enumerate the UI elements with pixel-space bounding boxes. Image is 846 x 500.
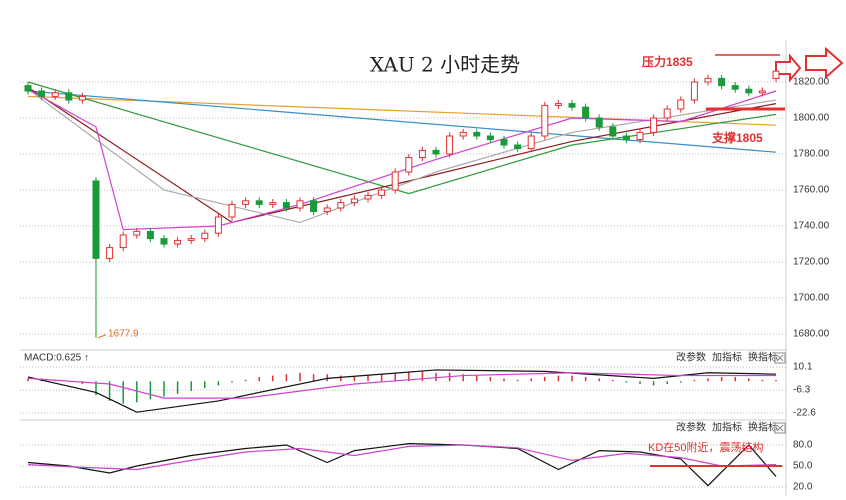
y-tick-label: 1820.00: [793, 77, 830, 88]
y-tick-label: 1740.00: [793, 221, 830, 232]
close-icon: [776, 424, 784, 432]
candle-body: [745, 88, 753, 94]
candle-body: [405, 157, 413, 173]
candle-body: [269, 202, 277, 205]
candle-body: [568, 103, 576, 108]
annotation-label: KD在50附近，震荡结构: [648, 440, 764, 454]
candle-body: [704, 77, 712, 83]
indicator-line: [27, 86, 777, 224]
candle-body: [554, 103, 562, 106]
candle-body: [350, 198, 358, 204]
candle-body: [500, 139, 508, 146]
candle-body: [718, 77, 726, 87]
menu-button[interactable]: 换指标: [748, 351, 778, 364]
candle-body: [582, 106, 590, 119]
candle-body: [473, 131, 481, 137]
candle-body: [364, 194, 372, 200]
y-tick-label: -6.3: [793, 385, 811, 396]
y-tick-label: 10.1: [793, 362, 813, 373]
candle-body: [609, 126, 617, 137]
candle-body: [51, 92, 59, 97]
candle-body: [758, 90, 766, 94]
candle-body: [242, 200, 250, 205]
candle-body: [119, 234, 127, 249]
candle-body: [622, 135, 630, 141]
candle-body: [146, 230, 154, 240]
y-tick-label: 50.0: [793, 461, 813, 472]
menu-button[interactable]: 加指标: [712, 351, 742, 364]
close-button[interactable]: [774, 422, 786, 434]
menu-button[interactable]: 改参数: [676, 421, 706, 434]
annotation-label: 压力1835: [642, 54, 693, 69]
candle-body: [92, 180, 100, 259]
y-tick-label: 1800.00: [793, 113, 830, 124]
low-label: 1677.9: [108, 328, 139, 339]
candle-body: [282, 202, 290, 209]
candle-body: [323, 207, 331, 213]
candle-body: [106, 247, 114, 259]
candle-body: [337, 202, 345, 209]
arrow-icon: [805, 46, 844, 80]
candle-body: [459, 131, 467, 137]
candle-body: [446, 135, 454, 155]
candle-body: [255, 200, 263, 205]
candle-body: [418, 149, 426, 159]
candle-body: [677, 99, 685, 110]
y-tick-label: 1700.00: [793, 293, 830, 304]
candle-body: [527, 135, 535, 150]
candle-body: [541, 104, 549, 137]
candle-body: [24, 85, 32, 92]
candle-body: [228, 203, 236, 218]
indicator-line: [27, 90, 777, 153]
y-tick-label: 20.0: [793, 482, 813, 493]
annotation-label: 支撑1805: [711, 130, 763, 145]
candle-body: [78, 95, 86, 101]
low-pointer: [97, 334, 107, 339]
candle-body: [486, 135, 494, 141]
y-tick-label: 80.0: [793, 440, 813, 451]
y-tick-label: 1720.00: [793, 257, 830, 268]
menu-button[interactable]: 改参数: [676, 351, 706, 364]
candle-body: [514, 144, 522, 150]
indicator-line: [27, 372, 776, 399]
indicator-line: [27, 81, 777, 195]
y-tick-label: 1780.00: [793, 149, 830, 160]
y-tick-label: -22.6: [793, 408, 816, 419]
candle-body: [432, 149, 440, 155]
candle-body: [650, 117, 658, 133]
chart-title: XAU 2 小时走势: [370, 53, 520, 77]
candle-body: [160, 238, 168, 245]
candle-body: [595, 117, 603, 128]
indicator-line: [27, 442, 777, 487]
candle-body: [663, 108, 671, 119]
close-icon: [776, 354, 784, 362]
close-button[interactable]: [774, 352, 786, 364]
candle-body: [174, 239, 182, 245]
candle-body: [133, 230, 141, 236]
candle-body: [391, 171, 399, 191]
candle-body: [214, 216, 222, 234]
indicator-line: [27, 444, 777, 471]
candle-body: [38, 90, 46, 97]
y-tick-label: 1680.00: [793, 329, 830, 340]
y-tick-label: 1760.00: [793, 185, 830, 196]
menu-button[interactable]: 加指标: [712, 421, 742, 434]
candle-body: [65, 92, 73, 101]
candle-body: [636, 131, 644, 141]
candle-body: [296, 200, 304, 209]
candle-body: [378, 189, 386, 196]
candle-body: [772, 70, 780, 79]
menu-button[interactable]: 换指标: [748, 421, 778, 434]
candle-body: [310, 200, 318, 213]
indicator-label: MACD:0.625 ↑: [24, 353, 89, 364]
candle-body: [187, 238, 195, 241]
candle-body: [731, 85, 739, 90]
candle-body: [690, 81, 698, 101]
candle-body: [201, 232, 209, 240]
